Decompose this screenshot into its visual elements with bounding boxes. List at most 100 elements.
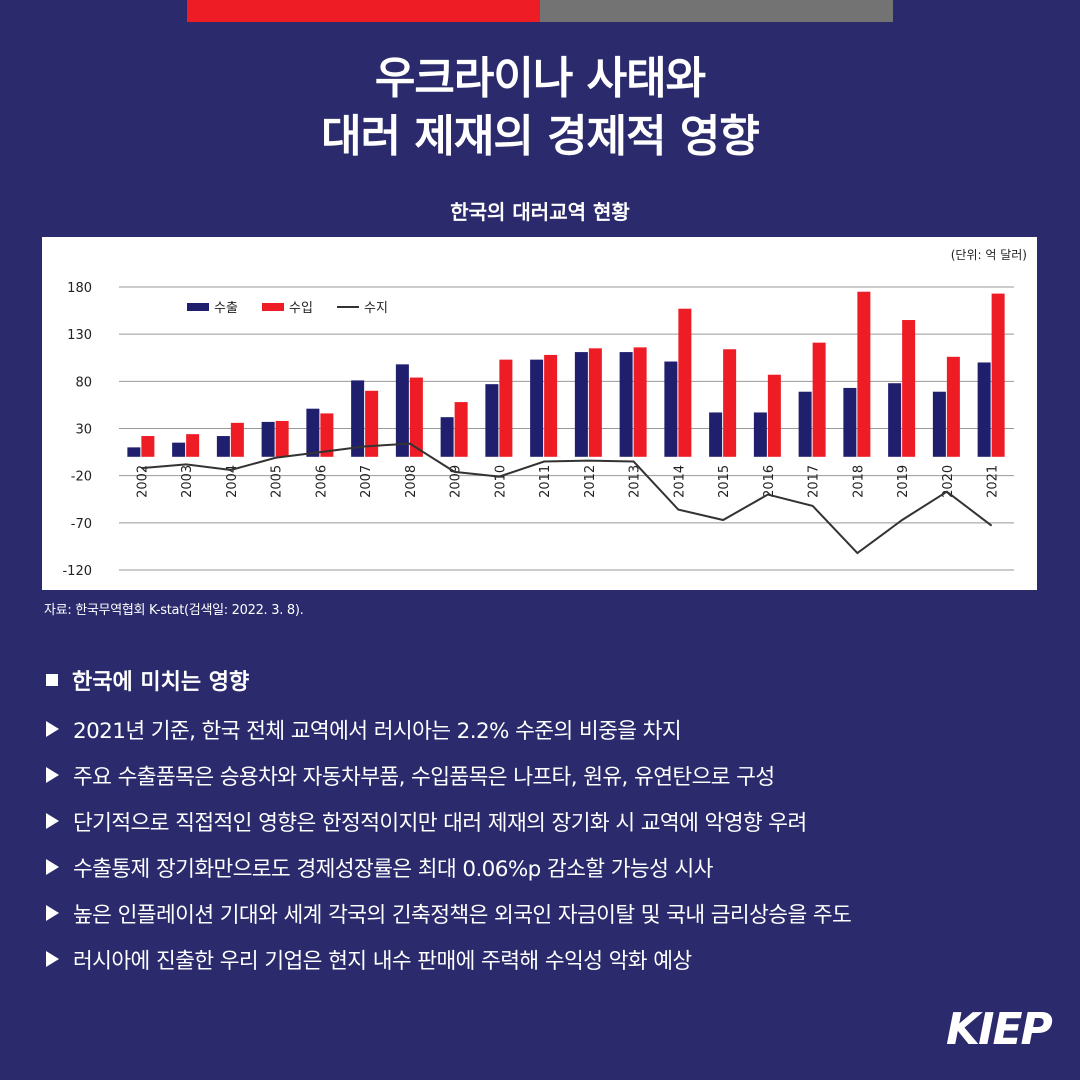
bar-export bbox=[888, 383, 902, 457]
list-item-text: 러시아에 진출한 우리 기업은 현지 내수 판매에 주력해 수익성 악화 예상 bbox=[73, 948, 692, 974]
bar-export bbox=[932, 391, 946, 457]
x-tick-label: 2007 bbox=[359, 465, 374, 498]
bar-import bbox=[723, 349, 737, 457]
triangle-bullet-icon bbox=[46, 905, 59, 921]
y-tick-label: 130 bbox=[67, 328, 92, 343]
trade-chart: 180 130 80 30 -20 -70 -120 (단위: 억 달러) 2002 2003 20… bbox=[62, 248, 1027, 579]
bar-import bbox=[633, 347, 647, 457]
x-tick-label: 2020 bbox=[941, 465, 956, 498]
y-tick-label: -20 bbox=[71, 470, 92, 485]
chart-title: 한국의 대러교역 현황 bbox=[450, 200, 630, 224]
list-item-text: 2021년 기준, 한국 전체 교역에서 러시아는 2.2% 수준의 비중을 차… bbox=[73, 718, 682, 744]
x-tick-label: 2008 bbox=[404, 465, 419, 498]
legend-swatch bbox=[187, 303, 209, 311]
legend-label: 수지 bbox=[364, 301, 388, 316]
x-tick-label: 2013 bbox=[628, 465, 643, 498]
kiep-logo: KIEP bbox=[946, 1004, 1053, 1055]
bar-export bbox=[753, 412, 767, 457]
legend-swatch bbox=[262, 303, 284, 311]
section-title: 한국에 미치는 영향 bbox=[72, 670, 250, 695]
bar-export bbox=[395, 364, 409, 457]
y-tick-label: -120 bbox=[62, 564, 92, 579]
x-tick-label: 2003 bbox=[180, 465, 195, 498]
bar-import bbox=[186, 434, 200, 457]
triangle-bullet-icon bbox=[46, 767, 59, 783]
list-item-text: 주요 수출품목은 승용차와 자동차부품, 수입품목은 나프타, 원유, 유연탄으… bbox=[73, 764, 775, 790]
x-tick-label: 2021 bbox=[986, 465, 1001, 498]
list-item: 높은 인플레이션 기대와 세계 각국의 긴축정책은 외국인 자금이탈 및 국내 … bbox=[46, 890, 1046, 936]
list-item-text: 수출통제 장기화만으로도 경제성장률은 최대 0.06%p 감소할 가능성 시사 bbox=[73, 856, 713, 882]
list-item-text: 높은 인플레이션 기대와 세계 각국의 긴축정책은 외국인 자금이탈 및 국내 … bbox=[73, 902, 852, 928]
balance-line bbox=[141, 442, 993, 555]
bar-import bbox=[678, 308, 692, 457]
bar-export bbox=[574, 352, 588, 457]
bar-export bbox=[664, 361, 678, 457]
x-tick-label: 2004 bbox=[225, 465, 240, 498]
source-note: 자료: 한국무역협회 K-stat(검색일: 2022. 3. 8). bbox=[44, 603, 304, 618]
x-tick-label: 2011 bbox=[538, 465, 553, 498]
x-tick-label: 2012 bbox=[583, 465, 598, 498]
triangle-bullet-icon bbox=[46, 721, 59, 737]
bar-import bbox=[991, 293, 1005, 457]
x-tick-label: 2010 bbox=[493, 465, 508, 498]
bar-import bbox=[946, 356, 960, 457]
bar-export bbox=[798, 391, 812, 457]
x-tick-label: 2017 bbox=[807, 465, 822, 498]
square-bullet-icon bbox=[46, 674, 58, 686]
y-tick-label: 180 bbox=[67, 281, 92, 296]
bar-import bbox=[320, 413, 334, 457]
bar-import bbox=[902, 320, 916, 457]
list-item-text: 단기적으로 직접적인 영향은 한정적이지만 대러 제재의 장기화 시 교역에 악… bbox=[73, 810, 807, 836]
bar-export bbox=[619, 352, 633, 457]
x-tick-label: 2018 bbox=[851, 465, 866, 498]
bar-export bbox=[172, 442, 186, 457]
list-item: 주요 수출품목은 승용차와 자동차부품, 수입품목은 나프타, 원유, 유연탄으… bbox=[46, 752, 1046, 798]
unit-note: (단위: 억 달러) bbox=[951, 248, 1027, 262]
bar-import bbox=[767, 374, 781, 457]
bar-export bbox=[351, 380, 365, 457]
x-tick-label: 2006 bbox=[314, 465, 329, 498]
bar-export bbox=[709, 412, 723, 457]
bar-export bbox=[127, 447, 141, 457]
y-tick-label: 30 bbox=[75, 423, 92, 438]
page-title-line2: 대러 제재의 경제적 영향 bbox=[321, 111, 760, 162]
bar-import bbox=[857, 291, 871, 457]
triangle-bullet-icon bbox=[46, 951, 59, 967]
x-tick-label: 2014 bbox=[672, 465, 687, 498]
x-tick-label: 2002 bbox=[135, 465, 150, 498]
bar-import bbox=[365, 390, 379, 457]
top-accent-bar-red bbox=[187, 0, 540, 22]
logo-text: KIEP bbox=[946, 1004, 1053, 1055]
chart-panel: 180 130 80 30 -20 -70 -120 (단위: 억 달러) 2002 2003 20… bbox=[42, 237, 1037, 590]
legend-label: 수출 bbox=[214, 301, 238, 316]
x-tick-label: 2016 bbox=[762, 465, 777, 498]
bar-export bbox=[440, 417, 454, 457]
bar-import bbox=[141, 436, 155, 457]
bar-export bbox=[530, 359, 544, 457]
top-accent-bar-gray bbox=[540, 0, 893, 22]
bar-export bbox=[977, 362, 991, 457]
bar-export bbox=[306, 408, 320, 457]
list-item: 수출통제 장기화만으로도 경제성장률은 최대 0.06%p 감소할 가능성 시사 bbox=[46, 844, 1046, 890]
legend-label: 수입 bbox=[289, 301, 313, 316]
triangle-bullet-icon bbox=[46, 813, 59, 829]
list-item: 단기적으로 직접적인 영향은 한정적이지만 대러 제재의 장기화 시 교역에 악… bbox=[46, 798, 1046, 844]
bar-export bbox=[216, 436, 230, 457]
page-title-line1: 우크라이나 사태와 bbox=[374, 53, 706, 104]
bar-export bbox=[843, 387, 857, 457]
section-heading: 한국에 미치는 영향 bbox=[46, 664, 249, 696]
bar-import bbox=[812, 342, 826, 457]
bar-import bbox=[409, 377, 423, 457]
x-tick-label: 2015 bbox=[717, 465, 732, 498]
y-tick-label: -70 bbox=[71, 517, 92, 532]
list-item: 러시아에 진출한 우리 기업은 현지 내수 판매에 주력해 수익성 악화 예상 bbox=[46, 936, 1046, 982]
bar-import bbox=[544, 354, 558, 457]
triangle-bullet-icon bbox=[46, 859, 59, 875]
bar-import bbox=[499, 359, 513, 457]
y-tick-label: 80 bbox=[75, 375, 92, 390]
bar-import bbox=[230, 422, 244, 457]
list-item: 2021년 기준, 한국 전체 교역에서 러시아는 2.2% 수준의 비중을 차… bbox=[46, 706, 1046, 752]
x-tick-label: 2019 bbox=[896, 465, 911, 498]
page-title: 우크라이나 사태와 대러 제재의 경제적 영향 bbox=[0, 50, 1080, 166]
bar-export bbox=[485, 384, 499, 457]
